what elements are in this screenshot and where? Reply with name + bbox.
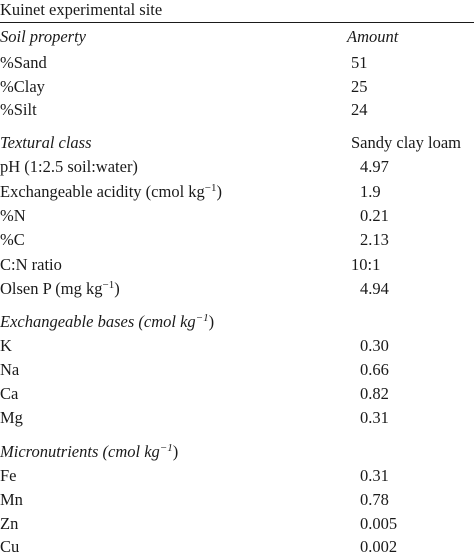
row-label-ca: Ca	[0, 384, 19, 403]
row-label-exchangeable-acidity: Exchangeable acidity (cmol kg−1)	[0, 182, 222, 202]
header-amount: Amount	[347, 27, 399, 46]
bases-section-unit-exponent: −1	[195, 312, 209, 324]
micro-section-unit-exponent: −1	[159, 442, 173, 454]
bases-section-suffix: )	[208, 312, 215, 331]
textural-class-value: Sandy clay loam	[351, 133, 461, 152]
exchangeable-acidity-text: Exchangeable acidity (cmol kg	[0, 182, 205, 201]
row-label-k: K	[0, 336, 12, 355]
row-value-ca: 0.82	[360, 384, 389, 403]
row-value-zn: 0.005	[360, 514, 398, 533]
section-micronutrients: Micronutrients (cmol kg−1)	[0, 442, 178, 462]
row-label-mg: Mg	[0, 408, 23, 427]
row-label-clay: %Clay	[0, 77, 45, 96]
row-value-cu: 0.002	[360, 537, 398, 556]
row-label-cn-ratio: C:N ratio	[0, 255, 62, 274]
row-value-ph: 4.97	[360, 157, 389, 176]
row-value-carbon: 2.13	[360, 230, 389, 249]
row-value-k: 0.30	[360, 336, 389, 355]
micro-section-unit: cmol kg	[108, 442, 160, 461]
row-label-zn: Zn	[0, 514, 19, 533]
row-label-fe: Fe	[0, 466, 17, 485]
row-label-sand: %Sand	[0, 53, 47, 72]
olsen-p-unit-exponent: −1	[102, 279, 115, 291]
row-value-fe: 0.31	[360, 466, 389, 485]
table-caption: Kuinet experimental site	[0, 0, 163, 19]
row-label-olsen-p: Olsen P (mg kg−1)	[0, 279, 120, 299]
micro-section-suffix: )	[172, 442, 179, 461]
row-value-mn: 0.78	[360, 490, 389, 509]
row-label-mn: Mn	[0, 490, 23, 509]
row-label-na: Na	[0, 360, 20, 379]
row-value-sand: 51	[351, 53, 368, 72]
row-label-ph: pH (1:2.5 soil:water)	[0, 157, 138, 176]
row-label-nitrogen: %N	[0, 206, 26, 225]
top-rule	[0, 22, 474, 23]
bases-section-label: Exchangeable bases (	[0, 312, 144, 331]
row-label-carbon: %C	[0, 230, 25, 249]
row-value-mg: 0.31	[360, 408, 389, 427]
row-label-cu: Cu	[0, 537, 20, 556]
exchangeable-acidity-unit-exponent: −1	[204, 182, 217, 194]
bases-section-unit: cmol kg	[143, 312, 196, 331]
section-exchangeable-bases: Exchangeable bases (cmol kg−1)	[0, 312, 214, 332]
row-value-cn-ratio: 10:1	[351, 255, 381, 274]
row-value-silt: 24	[351, 100, 368, 119]
textural-class-label: Textural class	[0, 133, 92, 152]
micro-section-label: Micronutrients (	[0, 442, 108, 461]
row-value-olsen-p: 4.94	[360, 279, 389, 298]
olsen-p-suffix: )	[114, 279, 120, 298]
row-value-nitrogen: 0.21	[360, 206, 389, 225]
row-value-na: 0.66	[360, 360, 389, 379]
row-value-clay: 25	[351, 77, 368, 96]
exchangeable-acidity-suffix: )	[216, 182, 223, 201]
row-value-exchangeable-acidity: 1.9	[360, 182, 381, 201]
row-label-silt: %Silt	[0, 100, 37, 119]
header-soil-property: Soil property	[0, 27, 87, 46]
olsen-p-text: Olsen P (mg kg	[0, 279, 103, 298]
